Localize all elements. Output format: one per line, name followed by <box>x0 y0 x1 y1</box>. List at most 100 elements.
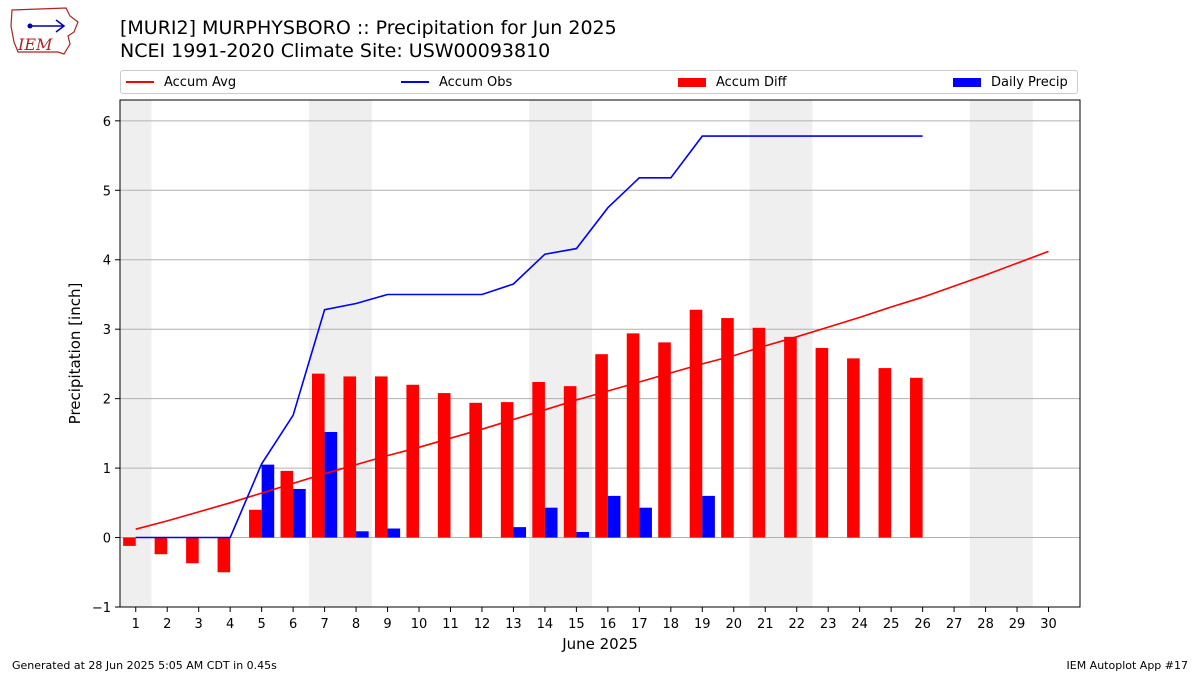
x-tick-label: 26 <box>914 617 931 632</box>
x-axis-label: June 2025 <box>561 635 638 653</box>
chart-title: [MURI2] MURPHYSBORO :: Precipitation for… <box>120 17 617 39</box>
accum-diff-bar <box>689 309 703 538</box>
x-tick-label: 3 <box>195 617 203 632</box>
y-axis-label: Precipitation [inch] <box>66 283 84 425</box>
x-tick-label: 14 <box>537 617 554 632</box>
x-tick-label: 2 <box>163 617 171 632</box>
legend-label: Accum Avg <box>164 74 237 90</box>
daily-precip-bar <box>639 507 652 538</box>
x-tick-label: 16 <box>600 617 617 632</box>
x-tick-label: 6 <box>289 617 297 632</box>
daily-precip-bar <box>576 531 589 538</box>
x-tick-label: 5 <box>257 617 265 632</box>
accum-diff-bar <box>910 377 923 538</box>
accum-diff-bar <box>437 393 451 538</box>
daily-precip-bar <box>387 528 401 538</box>
accum-diff-bar <box>847 358 860 538</box>
x-tick-label: 12 <box>474 617 491 632</box>
x-tick-label: 4 <box>226 617 234 632</box>
x-tick-label: 13 <box>505 617 522 632</box>
accum-diff-bar <box>500 402 514 538</box>
generated-timestamp: Generated at 28 Jun 2025 5:05 AM CDT in … <box>12 659 277 672</box>
accum-diff-bar <box>532 381 545 538</box>
app-credit: IEM Autoplot App #17 <box>1066 659 1189 672</box>
x-tick-label: 7 <box>320 617 328 632</box>
chart-legend: Accum Avg Accum Obs Accum Diff Daily Precip <box>120 70 1078 94</box>
legend-entry-accum-obs: Accum Obs <box>401 71 512 93</box>
weekend-band <box>969 100 1033 607</box>
accum-diff-bar <box>563 386 577 538</box>
chart-subtitle: NCEI 1991-2020 Climate Site: USW00093810 <box>120 40 551 62</box>
legend-entry-accum-avg: Accum Avg <box>126 71 236 93</box>
daily-precip-bar <box>261 464 275 538</box>
x-tick-label: 17 <box>631 617 648 632</box>
x-tick-label: 11 <box>442 617 459 632</box>
accum-diff-bar <box>721 318 734 538</box>
weekend-band <box>120 100 152 607</box>
accum-diff-bar <box>626 333 640 538</box>
x-tick-label: 24 <box>851 617 868 632</box>
accum-diff-bar <box>186 537 199 564</box>
accum-diff-bar <box>658 342 671 538</box>
x-tick-label: 23 <box>820 617 837 632</box>
x-tick-label: 21 <box>757 617 774 632</box>
daily-precip-bar <box>293 488 306 538</box>
accum-diff-bar <box>815 347 829 538</box>
x-tick-label: 25 <box>883 617 900 632</box>
x-tick-label: 28 <box>977 617 994 632</box>
x-tick-label: 18 <box>663 617 680 632</box>
accum-diff-bar <box>217 537 231 573</box>
legend-swatch <box>678 77 706 87</box>
plot-frame <box>119 99 1081 608</box>
accum-avg-line <box>135 250 1049 530</box>
legend-entry-daily-precip: Daily Precip <box>953 71 1068 93</box>
y-tick-label: 1 <box>103 462 111 477</box>
accum-diff-bar <box>154 537 168 555</box>
accum-diff-bar <box>878 368 892 538</box>
y-tick-label: 6 <box>103 115 111 130</box>
weather-symbol-icon <box>30 19 66 33</box>
legend-entry-accum-diff: Accum Diff <box>678 71 787 93</box>
daily-precip-bar <box>702 495 715 538</box>
accum-diff-bar <box>280 470 294 538</box>
x-tick-label: 30 <box>1040 617 1057 632</box>
daily-precip-bar <box>324 431 338 538</box>
x-tick-label: 1 <box>132 617 140 632</box>
logo-text: IEM <box>17 35 53 54</box>
x-tick-label: 19 <box>694 617 711 632</box>
legend-label: Accum Diff <box>716 74 787 90</box>
accum-diff-bar <box>406 384 420 538</box>
accum-diff-bar <box>123 537 136 546</box>
accum-diff-bar <box>312 373 325 538</box>
accum-diff-bar <box>343 376 357 538</box>
x-tick-label: 20 <box>725 617 742 632</box>
y-tick-label: −1 <box>92 601 111 616</box>
legend-swatch <box>953 77 981 87</box>
x-tick-label: 9 <box>383 617 391 632</box>
x-tick-label: 29 <box>1009 617 1026 632</box>
daily-precip-bar <box>607 495 621 538</box>
y-tick-label: 4 <box>103 254 111 269</box>
accum-diff-bar <box>752 327 766 538</box>
x-tick-label: 8 <box>352 617 360 632</box>
accum-obs-line <box>135 135 923 539</box>
legend-swatch <box>401 81 429 83</box>
x-tick-label: 27 <box>946 617 963 632</box>
y-tick-label: 2 <box>103 393 111 408</box>
y-tick-label: 3 <box>103 323 111 338</box>
y-tick-label: 0 <box>103 532 111 547</box>
iem-logo: IEM <box>10 7 79 55</box>
x-tick-label: 15 <box>568 617 585 632</box>
accum-diff-bar <box>784 336 797 538</box>
accum-diff-bar <box>595 354 608 538</box>
accum-diff-bar <box>249 509 262 538</box>
daily-precip-bar <box>544 507 558 538</box>
legend-label: Accum Obs <box>439 74 513 90</box>
accum-diff-bar <box>469 402 482 538</box>
y-tick-label: 5 <box>103 184 111 199</box>
legend-swatch <box>126 81 154 83</box>
legend-label: Daily Precip <box>991 74 1068 90</box>
x-tick-label: 22 <box>788 617 805 632</box>
daily-precip-bar <box>356 531 369 538</box>
